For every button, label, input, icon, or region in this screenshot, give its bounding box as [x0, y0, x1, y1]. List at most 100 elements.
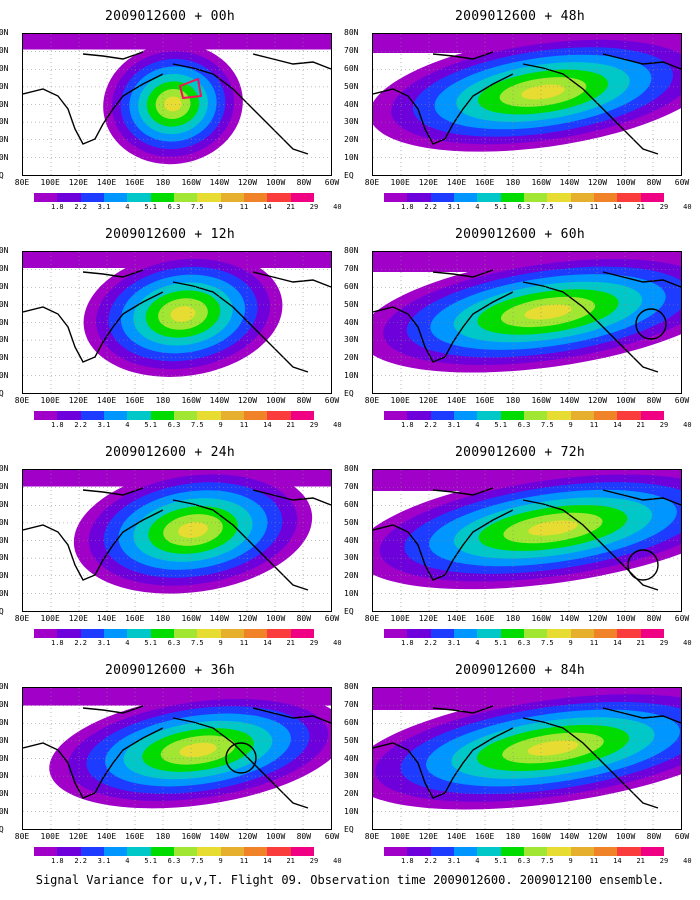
colorbar-swatch	[640, 629, 664, 638]
figure-caption: Signal Variance for u,v,T. Flight 09. Ob…	[35, 873, 665, 887]
variance-map	[22, 33, 332, 176]
lon-tick-label: 100W	[265, 614, 286, 623]
coastline	[23, 487, 331, 591]
colorbar-swatch	[570, 629, 594, 638]
colorbar-label: 1.8	[51, 203, 64, 211]
colorbar-swatch	[173, 629, 198, 638]
lat-tick-label: 60N	[344, 281, 359, 291]
colorbar-label: 21	[636, 857, 645, 865]
coastline	[23, 51, 331, 155]
colorbar-label: 29	[659, 639, 669, 647]
variance-map	[372, 251, 682, 394]
lon-tick-label: 100E	[390, 178, 410, 187]
colorbar-swatch	[267, 411, 291, 420]
lat-tick-label: 80N	[0, 464, 9, 473]
lat-tick-label: 50N	[344, 517, 359, 527]
colorbar-swatch	[570, 847, 594, 856]
lon-tick-label: 120W	[587, 614, 608, 623]
lat-tick-label: 20N	[0, 571, 9, 581]
variance-map	[372, 469, 682, 612]
lon-tick-label: 180	[155, 832, 171, 841]
lon-tick-label: 120E	[68, 178, 88, 187]
lon-tick-label: 80E	[14, 832, 30, 841]
coastline	[373, 705, 681, 809]
lat-tick-label: 30N	[344, 771, 359, 781]
colorbar	[384, 193, 664, 202]
lat-tick-label: 60N	[0, 717, 9, 727]
lon-tick-label: 140W	[209, 832, 229, 841]
lon-tick-label: 80W	[296, 614, 312, 623]
colorbar-labels: 1.8 2.2 3.1 4 5.1 6.3 7.5 9 11 14 21 29 40	[34, 203, 342, 212]
colorbar-label: 4	[125, 857, 130, 865]
lat-tick-label: 50N	[344, 735, 359, 745]
lon-tick-label: 160W	[531, 396, 551, 405]
panel-title: 2009012600 + 48h	[454, 9, 586, 24]
colorbar-label: 11	[239, 203, 249, 211]
colorbar-label: 7.5	[191, 857, 204, 865]
colorbar-labels: 1.8 2.2 3.1 4 5.1 6.3 7.5 9 11 14 21 29 40	[34, 421, 342, 430]
map-canvas	[23, 470, 331, 611]
colorbar	[34, 411, 314, 420]
lon-tick-label: 60W	[674, 832, 690, 841]
map-canvas	[373, 470, 681, 611]
panel-title: 2009012600 + 12h	[104, 227, 236, 242]
lon-tick-label: 140W	[209, 614, 229, 623]
lon-tick-label: 80E	[14, 396, 30, 405]
colorbar-label: 5.1	[144, 203, 157, 211]
lon-tick-label: 140W	[209, 178, 229, 187]
colorbar-swatch	[477, 193, 501, 202]
lat-tick-label: 40N	[344, 753, 359, 763]
lon-tick-label: 160E	[475, 832, 495, 841]
lon-tick-label: 140E	[446, 178, 467, 187]
lon-tick-label: 80W	[296, 178, 312, 187]
colorbar-label: 14	[613, 857, 622, 865]
lat-tick-label: 50N	[344, 81, 359, 91]
lon-tick-label: 160E	[125, 396, 145, 405]
colorbar-swatch	[453, 193, 478, 202]
lon-tick-label: 160E	[475, 178, 495, 187]
colorbar-swatch	[173, 411, 198, 420]
forecast-panel-84h: 2009012600 + 84h 80N 70N 60N 50N 40N 30N 20N 10…	[344, 662, 692, 882]
colorbar-label: 7.5	[191, 421, 204, 429]
colorbar-swatch	[150, 629, 174, 638]
colorbar-label: 3.1	[447, 421, 461, 429]
colorbar-label: 5.1	[144, 639, 157, 647]
colorbar-swatch	[243, 847, 268, 856]
forecast-panel-60h: 2009012600 + 60h 80N 70N 60N 50N 40N 30N 20N 10…	[344, 226, 692, 446]
lon-tick-label: 100W	[265, 178, 286, 187]
colorbar-label: 9	[568, 857, 573, 865]
lon-tick-label: 60W	[674, 614, 690, 623]
lat-tick-label: 30N	[0, 335, 9, 345]
lat-tick-label: 40N	[0, 317, 9, 327]
colorbar-swatch	[477, 629, 501, 638]
lat-tick-label: 20N	[344, 571, 359, 581]
lon-tick-label: 180	[505, 178, 521, 187]
colorbar-label: 11	[589, 857, 599, 865]
forecast-panel-24h: 2009012600 + 24h 80N 70N 60N 50N 40N 30N 20N 10…	[0, 444, 342, 664]
colorbar-label: 29	[659, 203, 669, 211]
colorbar-label: 5.1	[494, 203, 507, 211]
colorbar-swatch	[34, 411, 58, 420]
colorbar-label: 2.2	[74, 639, 87, 647]
flight-region-circle	[635, 308, 667, 340]
colorbar-label: 40	[333, 639, 342, 647]
lon-tick-label: 100E	[40, 614, 60, 623]
variance-contour	[179, 742, 217, 758]
colorbar-label: 40	[333, 857, 342, 865]
colorbar-swatch	[103, 847, 128, 856]
colorbar-swatch	[243, 411, 268, 420]
lat-tick-label: 60N	[0, 63, 9, 73]
lon-tick-label: 160E	[125, 832, 145, 841]
lat-tick-label: 80N	[344, 464, 359, 473]
variance-map	[22, 687, 332, 830]
lon-tick-label: 140E	[96, 396, 117, 405]
colorbar-label: 2.2	[424, 639, 437, 647]
lon-tick-label: 60W	[674, 396, 690, 405]
colorbar-label: 4	[475, 421, 480, 429]
colorbar-label: 2.2	[424, 203, 437, 211]
colorbar-label: 21	[286, 639, 295, 647]
lat-tick-label: 80N	[344, 246, 359, 255]
colorbar-label: 9	[568, 421, 573, 429]
colorbar-label: 6.3	[517, 857, 531, 865]
lat-tick-label: 60N	[0, 281, 9, 291]
